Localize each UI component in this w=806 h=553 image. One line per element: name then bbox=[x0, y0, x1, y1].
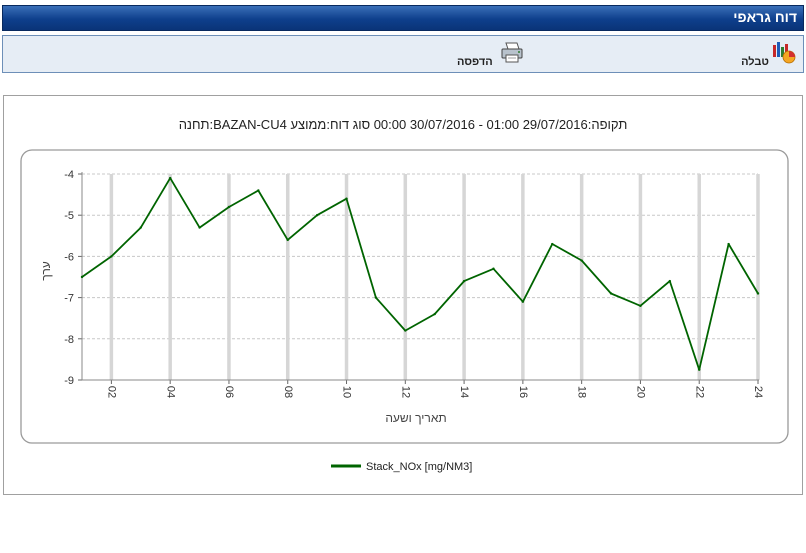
data-point bbox=[580, 259, 583, 262]
x-tick-label: 18 bbox=[576, 386, 588, 398]
y-tick-label: -6 bbox=[64, 251, 74, 263]
data-point bbox=[168, 176, 172, 180]
data-point bbox=[80, 275, 84, 279]
data-point bbox=[639, 304, 642, 308]
series-line bbox=[81, 177, 759, 371]
printer-icon bbox=[501, 42, 523, 63]
data-point bbox=[404, 329, 407, 332]
y-tick-label: -8 bbox=[64, 334, 74, 346]
data-point bbox=[198, 226, 201, 229]
y-axis-label: ערך bbox=[39, 261, 53, 280]
data-point bbox=[374, 296, 378, 299]
data-point bbox=[110, 255, 113, 258]
line-chart: תקופה:29/07/2016 01:00 - 30/07/2016 00:0… bbox=[20, 117, 789, 473]
x-tick-label: 20 bbox=[635, 386, 647, 398]
x-axis-label: תאריך ושעה bbox=[385, 411, 446, 425]
x-tick-label: 22 bbox=[693, 386, 705, 398]
data-point bbox=[756, 292, 760, 295]
x-tick-label: 06 bbox=[223, 386, 235, 398]
x-tick-label: 16 bbox=[517, 386, 529, 398]
legend-label: Stack_NOx [mg/NM3] bbox=[366, 461, 472, 473]
table-button[interactable]: טבלה bbox=[729, 39, 799, 71]
data-point bbox=[609, 292, 613, 295]
data-point bbox=[139, 226, 142, 229]
window-title: דוח גראפי bbox=[733, 9, 797, 25]
x-tick-label: 04 bbox=[164, 386, 176, 398]
toolbar: טבלה הדפסה bbox=[2, 35, 804, 73]
x-tick-label: 12 bbox=[399, 386, 411, 398]
data-point bbox=[315, 214, 319, 217]
data-point bbox=[727, 242, 730, 246]
chart-title: תקופה:29/07/2016 01:00 - 30/07/2016 00:0… bbox=[179, 117, 628, 132]
data-point bbox=[345, 197, 348, 200]
x-tick-label: 08 bbox=[282, 386, 294, 398]
data-point bbox=[433, 312, 436, 316]
table-chart-icon bbox=[773, 42, 796, 64]
print-label: הדפסה bbox=[457, 56, 493, 68]
y-tick-label: -5 bbox=[64, 210, 74, 222]
table-label: טבלה bbox=[741, 56, 769, 68]
chart-legend: Stack_NOx [mg/NM3] bbox=[331, 461, 472, 473]
x-tick-label: 10 bbox=[341, 386, 353, 398]
y-tick-label: -9 bbox=[64, 375, 74, 387]
data-point bbox=[521, 300, 525, 303]
data-point bbox=[668, 279, 672, 283]
data-point bbox=[286, 238, 289, 242]
data-point bbox=[492, 267, 495, 270]
x-tick-label: 02 bbox=[105, 386, 117, 398]
window-titlebar: דוח גראפי bbox=[2, 5, 804, 31]
data-point bbox=[257, 189, 260, 192]
y-tick-label: -4 bbox=[64, 169, 74, 181]
chart-panel: תקופה:29/07/2016 01:00 - 30/07/2016 00:0… bbox=[3, 95, 803, 495]
x-tick-label: 14 bbox=[458, 386, 470, 398]
print-button[interactable]: הדפסה bbox=[455, 39, 527, 71]
x-tick-label: 24 bbox=[752, 386, 764, 398]
data-point bbox=[698, 368, 701, 371]
y-tick-label: -7 bbox=[64, 293, 74, 305]
data-point bbox=[227, 205, 231, 209]
data-point bbox=[551, 242, 554, 246]
data-point bbox=[462, 279, 466, 283]
